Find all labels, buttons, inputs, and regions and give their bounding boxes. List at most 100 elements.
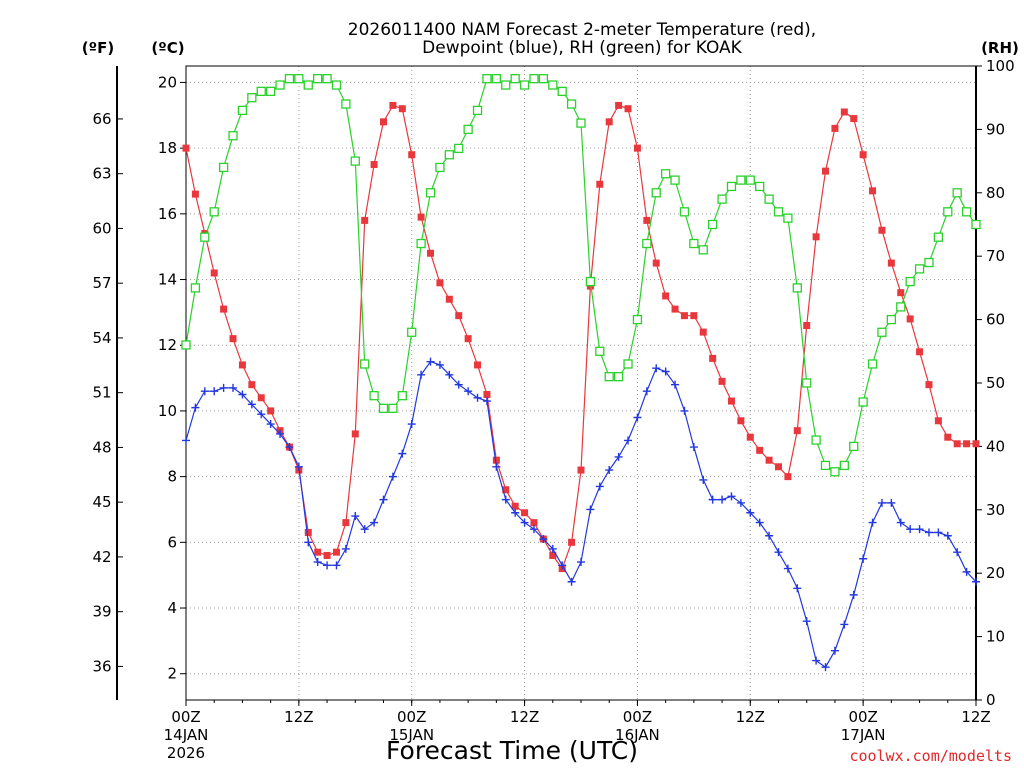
series-rh <box>181 74 981 477</box>
dewpoint-point <box>821 663 830 672</box>
dewpoint-point <box>379 495 388 504</box>
dewpoint-point <box>182 436 190 445</box>
dewpoint-point <box>887 498 896 507</box>
dewpoint-point <box>924 528 933 537</box>
rh-point <box>463 124 473 135</box>
temperature-point <box>229 335 237 343</box>
dewpoint-point <box>972 577 980 586</box>
temperature-point <box>323 551 331 559</box>
fahrenheit-tick-label: 54 <box>92 329 111 347</box>
temperature-point <box>502 486 510 494</box>
rh-point <box>595 346 605 356</box>
dewpoint-point <box>577 558 585 567</box>
rh-point <box>538 74 549 84</box>
rh-point <box>548 80 558 90</box>
temperature-point <box>643 216 651 224</box>
dewpoint-point <box>595 482 604 491</box>
dewpoint-point <box>915 525 924 534</box>
rh-point <box>764 194 774 204</box>
temperature-point <box>680 312 688 320</box>
x-tick-label: 12Z <box>961 708 990 726</box>
temperature-point <box>812 233 820 241</box>
chart-title-line1: 2026011400 NAM Forecast 2-meter Temperat… <box>348 20 816 40</box>
rh-point <box>331 80 342 90</box>
rh-point <box>454 143 464 154</box>
series-dewpoint <box>182 357 980 672</box>
rh-tick-label: 20 <box>986 564 1005 582</box>
dewpoint-point <box>454 380 463 389</box>
temperature-point <box>398 105 406 113</box>
dewpoint-point <box>633 413 642 422</box>
rh-point <box>867 359 878 369</box>
rh-point <box>613 372 624 382</box>
dewpoint-point <box>934 528 943 537</box>
dewpoint-point <box>360 525 369 534</box>
rh-point <box>849 441 859 452</box>
rh-point <box>407 327 417 337</box>
fahrenheit-tick-label: 66 <box>92 110 111 128</box>
temperature-point <box>709 354 717 362</box>
fahrenheit-tick-label: 48 <box>92 438 111 456</box>
temperature-point <box>831 124 839 132</box>
temperature-point <box>615 101 623 109</box>
rh-point <box>341 99 351 109</box>
rh-point <box>971 219 981 230</box>
temperature-point <box>511 502 519 510</box>
dewpoint-point <box>962 567 971 576</box>
x-year-label: 2026 <box>167 744 205 762</box>
dewpoint-point <box>247 400 256 409</box>
temperature-point <box>859 151 867 159</box>
x-tick-label: 00Z <box>397 708 426 726</box>
rh-point <box>952 188 962 198</box>
x-date-label: 14JAN <box>164 726 209 744</box>
celsius-tick-label: 8 <box>167 468 177 486</box>
rh-tick-label: 10 <box>986 628 1005 646</box>
temperature-point <box>784 473 792 481</box>
rh-point <box>529 74 539 84</box>
rh-point <box>585 276 596 287</box>
rh-point <box>632 314 643 325</box>
x-date-label: 15JAN <box>389 726 434 744</box>
rh-point <box>322 74 332 84</box>
rh-point <box>482 74 492 84</box>
dewpoint-point <box>266 420 275 429</box>
rh-point <box>755 181 765 192</box>
temperature-point <box>332 548 340 556</box>
temperature-point <box>746 433 754 441</box>
dewpoint-point <box>718 495 727 504</box>
temperature-point <box>793 427 801 435</box>
temperature-point <box>934 417 942 425</box>
rh-point <box>360 359 370 369</box>
fahrenheit-tick-label: 42 <box>92 548 111 566</box>
x-date-label: 16JAN <box>615 726 660 744</box>
dewpoint-point <box>830 646 839 655</box>
rh-point <box>190 283 201 293</box>
dewpoint-point <box>351 512 360 521</box>
dewpoint-point <box>501 495 510 504</box>
dewpoint-point <box>614 452 623 461</box>
rh-point <box>877 327 887 337</box>
temperature-point <box>408 151 416 159</box>
temperature-point <box>530 519 538 527</box>
rh-point <box>237 105 248 116</box>
temperature-point <box>427 249 435 257</box>
x-tick-label: 12Z <box>510 708 539 726</box>
rh-point <box>961 207 972 217</box>
temperature-point <box>850 115 858 123</box>
x-tick-label: 00Z <box>623 708 652 726</box>
rh-point <box>745 175 755 185</box>
rh-point <box>717 194 727 204</box>
rh-point <box>444 150 454 160</box>
rh-point <box>519 80 530 90</box>
rh-point <box>576 118 586 128</box>
rh-point <box>708 219 718 230</box>
series-line-temperature <box>185 104 976 570</box>
temperature-point <box>652 259 660 267</box>
dewpoint-point <box>539 535 548 544</box>
temperature-point <box>267 407 275 415</box>
dewpoint-point <box>191 403 200 412</box>
celsius-tick-label: 10 <box>158 402 177 420</box>
dewpoint-point <box>783 564 792 573</box>
rh-point <box>604 372 614 382</box>
celsius-tick-label: 4 <box>167 599 177 617</box>
